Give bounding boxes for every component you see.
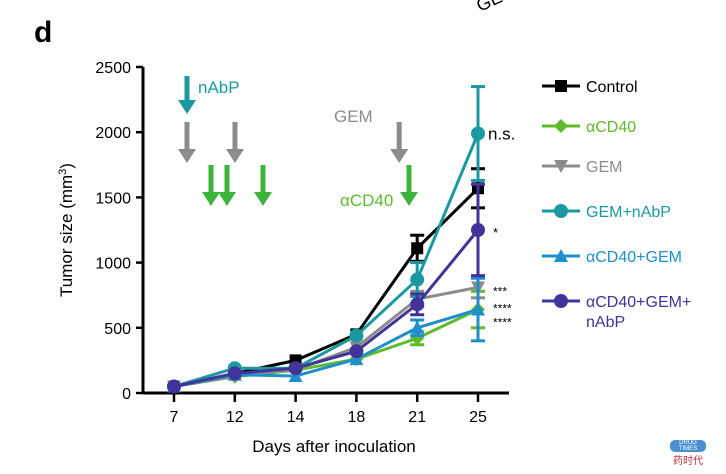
legend: Control αCD40 GEM GEM+nAbP αCD40+GEM αCD40+GE… (542, 79, 691, 331)
legend-label: Control (586, 79, 638, 96)
legend-label: αCD40+GEM+ (586, 294, 691, 311)
data-point (471, 126, 485, 141)
sig-label: n.s. (488, 125, 515, 144)
data-point (288, 369, 303, 383)
y-axis-label-sup: 3 (57, 169, 69, 175)
gem-arrow (226, 122, 244, 163)
gem-arrow (178, 122, 196, 163)
y-tick-label: 500 (104, 321, 131, 338)
data-point (227, 366, 242, 381)
data-point (411, 242, 424, 255)
series-αCD40+GEM+nAbP (167, 182, 485, 394)
legend-label: αCD40+GEM (586, 249, 682, 266)
legend-marker (554, 204, 568, 218)
acd40-arrow (254, 165, 272, 206)
x-tick-label: 25 (469, 409, 487, 426)
legend-item: αCD40+GEM+ nAbP (542, 294, 691, 331)
series-line (173, 229, 480, 388)
data-point (349, 352, 364, 366)
x-tick-label: 18 (348, 409, 366, 426)
gem-label: GEM (334, 107, 373, 126)
series-line (173, 132, 480, 388)
legend-item: GEM (542, 159, 622, 176)
sig-label: **** (493, 316, 512, 330)
axes: 0 500 1000 1500 2000 2500 7 12 14 18 21 25 (95, 60, 509, 426)
x-tick-label: 14 (287, 409, 305, 426)
data-point (410, 272, 425, 287)
y-axis-label-end: ) (57, 163, 76, 169)
data-point (349, 328, 364, 343)
treatment-annotations: nAbP GEM αCD40 (178, 76, 418, 210)
y-axis-label-main: Tumor size (mm (57, 175, 76, 297)
legend-marker (555, 80, 567, 92)
y-tick-label: 2000 (95, 125, 131, 142)
legend-item: Control (542, 79, 638, 96)
legend-item: αCD40 (542, 119, 636, 136)
data-point (410, 297, 425, 312)
nabp-arrow (178, 76, 196, 114)
data-point (410, 320, 425, 334)
data-point (288, 361, 303, 376)
x-tick-label: 21 (408, 409, 426, 426)
acd40-label: αCD40 (340, 191, 393, 210)
x-tick-label: 7 (170, 409, 179, 426)
legend-item: αCD40+GEM (542, 249, 682, 266)
y-axis-label: Tumor size (mm3) (57, 163, 76, 297)
sig-label: *** (493, 284, 507, 298)
legend-marker (554, 119, 568, 133)
data-point (349, 344, 364, 359)
sig-label: * (493, 225, 498, 240)
legend-marker (554, 294, 568, 308)
acd40-arrow-head (202, 192, 220, 206)
acd40-arrow-head (400, 192, 418, 206)
watermark-top: DRUG TIMES (670, 440, 706, 452)
acd40-arrow (218, 165, 236, 206)
y-tick-label: 2500 (95, 60, 131, 77)
legend-label: GEM (586, 159, 622, 176)
acd40-arrow-head (254, 192, 272, 206)
gem-arrow (390, 122, 409, 163)
watermark-bottom: 药时代 (673, 456, 703, 467)
legend-label: αCD40 (586, 119, 636, 136)
y-tick-label: 1000 (95, 256, 131, 273)
y-tick-label: 0 (122, 386, 131, 403)
x-axis-label: Days after inoculation (252, 437, 415, 456)
gem-arrow-head (390, 149, 409, 163)
acd40-arrow (202, 165, 220, 206)
data-point (167, 379, 181, 394)
legend-marker (554, 249, 568, 262)
sig-label: **** (493, 302, 512, 316)
y-tick-label: 1500 (95, 190, 131, 207)
panel-label: d (34, 16, 52, 49)
legend-label: nAbP (586, 314, 625, 331)
data-point (471, 302, 485, 316)
legend-marker (554, 160, 568, 173)
acd40-arrow-head (218, 192, 236, 206)
series-GEM (167, 275, 485, 394)
legend-item: GEM+nAbP (542, 204, 671, 221)
cut-off-label: GE (473, 0, 505, 16)
nabp-label: nAbP (198, 78, 240, 97)
watermark-logo: DRUG TIMES 药时代 (670, 440, 706, 467)
gem-arrow-head (226, 149, 244, 163)
data-point (471, 223, 485, 237)
plot-area: n.s.************ (167, 85, 515, 394)
gem-arrow-head (178, 149, 196, 163)
acd40-arrow (400, 165, 418, 206)
nabp-arrow-head (178, 100, 196, 114)
legend-label: GEM+nAbP (586, 204, 671, 221)
x-tick-label: 12 (226, 409, 244, 426)
